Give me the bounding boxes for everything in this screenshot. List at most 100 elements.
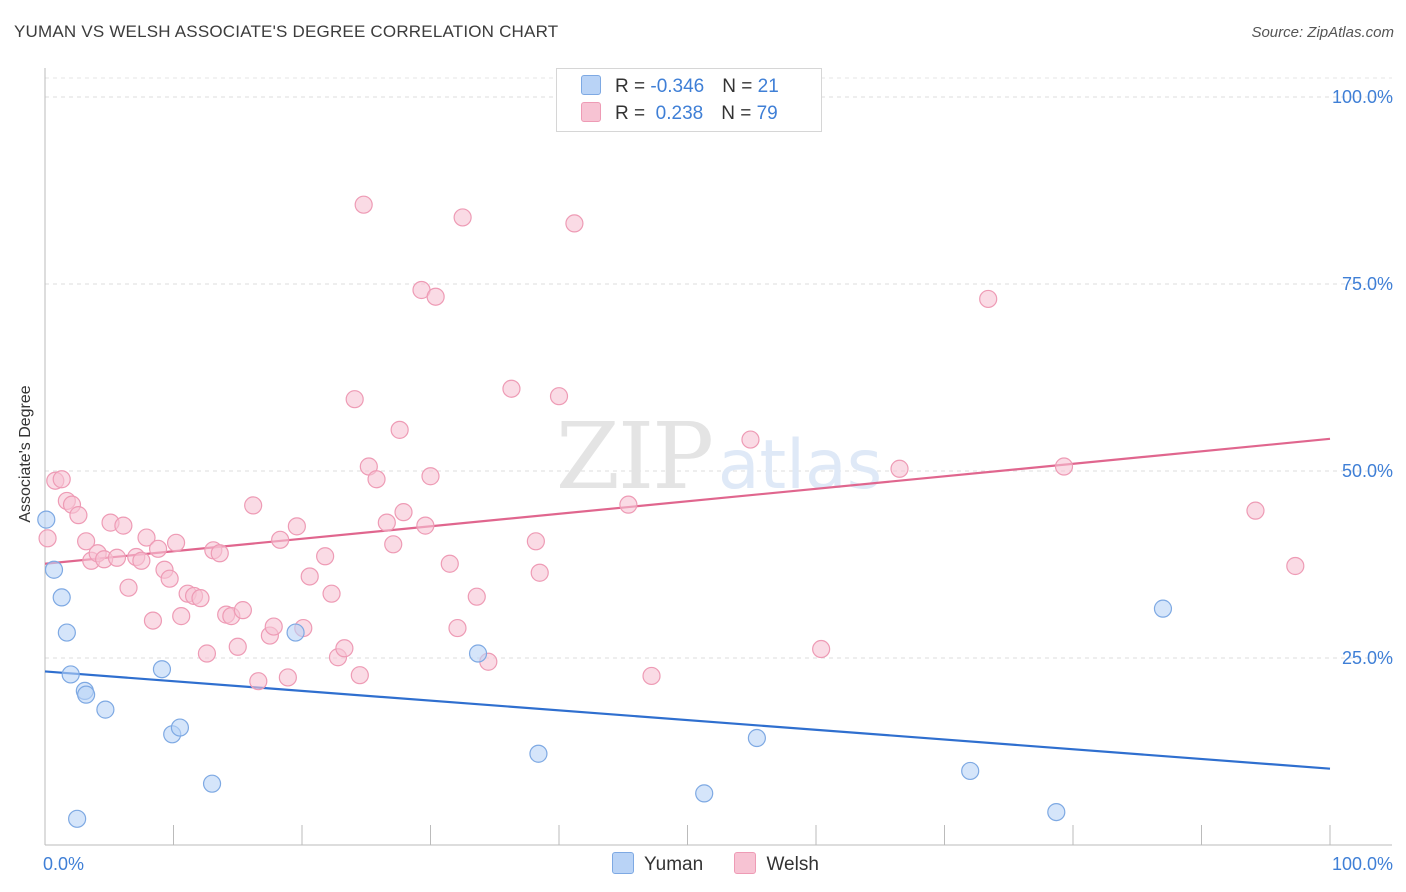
welsh-point: [448, 618, 467, 638]
welsh-point: [421, 467, 440, 486]
yuman-point: [1153, 599, 1173, 618]
yuman-point: [747, 728, 766, 748]
welsh-point: [345, 390, 364, 409]
welsh-point: [384, 535, 403, 554]
x-tick-labels: 0.0% 100.0%: [43, 854, 1393, 874]
welsh-point: [619, 495, 638, 514]
yuman-swatch-icon: [612, 852, 634, 874]
welsh-point: [377, 513, 396, 532]
correlation-legend: R = -0.346 N = 21 R = 0.238 N = 79: [556, 68, 822, 132]
yuman-trend-line: [44, 670, 1331, 770]
welsh-point: [350, 666, 369, 685]
welsh-point: [1286, 556, 1305, 576]
welsh-point: [77, 532, 96, 551]
axes: [44, 68, 1392, 846]
legend-label-yuman: Yuman: [644, 854, 704, 875]
watermark: ZIP atlas: [556, 403, 882, 510]
x-tick-label: 0.0%: [43, 854, 84, 874]
legend-n-label: N =: [721, 103, 757, 124]
welsh-point: [278, 668, 297, 687]
welsh-point: [526, 532, 545, 551]
y-tick-label: 75.0%: [1342, 274, 1393, 294]
y-axis-label: Associate's Degree: [17, 385, 34, 523]
welsh-point: [565, 214, 584, 233]
welsh-point: [143, 611, 163, 630]
welsh-point: [210, 544, 229, 563]
source-label: Source: ZipAtlas.com: [1251, 24, 1394, 41]
legend-item-yuman[interactable]: Yuman: [612, 852, 703, 876]
welsh-point: [1246, 501, 1265, 520]
yuman-point: [37, 510, 56, 529]
legend-row-yuman: R = -0.346 N = 21: [581, 75, 779, 99]
legend-n-value: 21: [757, 76, 779, 97]
welsh-point: [107, 548, 127, 567]
yuman-point: [1047, 802, 1066, 822]
welsh-point: [812, 639, 831, 659]
yuman-point: [96, 700, 115, 719]
welsh-point: [264, 617, 283, 636]
y-tick-label: 50.0%: [1342, 461, 1393, 481]
welsh-point: [390, 420, 409, 439]
welsh-point: [244, 496, 263, 515]
welsh-point: [69, 506, 88, 525]
welsh-point: [148, 539, 168, 558]
grid-lines: [45, 77, 1392, 659]
series-legend: Yuman Welsh: [612, 852, 845, 876]
welsh-point: [191, 589, 210, 608]
legend-r-value: 0.238: [650, 103, 704, 124]
yuman-point: [961, 761, 980, 781]
welsh-point: [367, 470, 386, 489]
welsh-swatch-icon: [581, 102, 601, 122]
welsh-point: [287, 517, 306, 536]
welsh-point: [52, 470, 71, 489]
welsh-point: [137, 528, 156, 547]
welsh-point: [416, 516, 435, 535]
yuman-point: [286, 623, 305, 642]
welsh-point: [394, 503, 413, 522]
yuman-point: [77, 685, 96, 704]
welsh-point: [316, 547, 335, 566]
yuman-point: [61, 665, 80, 684]
chart-title: YUMAN VS WELSH ASSOCIATE'S DEGREE CORREL…: [14, 22, 559, 41]
welsh-point: [233, 601, 252, 620]
welsh-trend-line: [44, 437, 1331, 565]
legend-label-welsh: Welsh: [766, 854, 819, 875]
yuman-point: [468, 644, 488, 663]
welsh-point: [741, 430, 760, 449]
welsh-point: [172, 607, 191, 626]
y-tick-label: 25.0%: [1342, 648, 1393, 668]
legend-r-label: R =: [615, 103, 651, 124]
legend-item-welsh[interactable]: Welsh: [734, 852, 819, 876]
welsh-point: [467, 587, 486, 606]
yuman-point: [68, 809, 87, 828]
welsh-point: [440, 554, 459, 573]
yuman-point: [152, 660, 172, 679]
welsh-point: [453, 208, 472, 227]
legend-r-value: -0.346: [650, 76, 705, 97]
welsh-point: [642, 666, 661, 686]
welsh-point: [271, 530, 290, 549]
legend-n-label: N =: [722, 76, 758, 97]
welsh-point: [502, 379, 521, 398]
welsh-point: [166, 533, 186, 552]
welsh-point: [160, 569, 179, 588]
yuman-point: [202, 774, 222, 793]
welsh-point: [979, 289, 998, 309]
welsh-point: [890, 459, 909, 478]
welsh-point: [1054, 457, 1074, 476]
welsh-point: [114, 516, 133, 535]
welsh-point: [132, 551, 151, 570]
welsh-point: [426, 287, 445, 306]
welsh-point: [197, 644, 217, 663]
y-tick-label: 100.0%: [1332, 87, 1393, 107]
welsh-swatch-icon: [734, 852, 757, 874]
welsh-point: [249, 672, 268, 691]
yuman-point: [529, 744, 548, 763]
welsh-point: [549, 387, 569, 406]
legend-n-value: 79: [756, 103, 778, 124]
data-points: [37, 195, 1305, 828]
yuman-point: [44, 560, 64, 579]
welsh-point: [119, 578, 138, 597]
welsh-point: [228, 637, 247, 656]
